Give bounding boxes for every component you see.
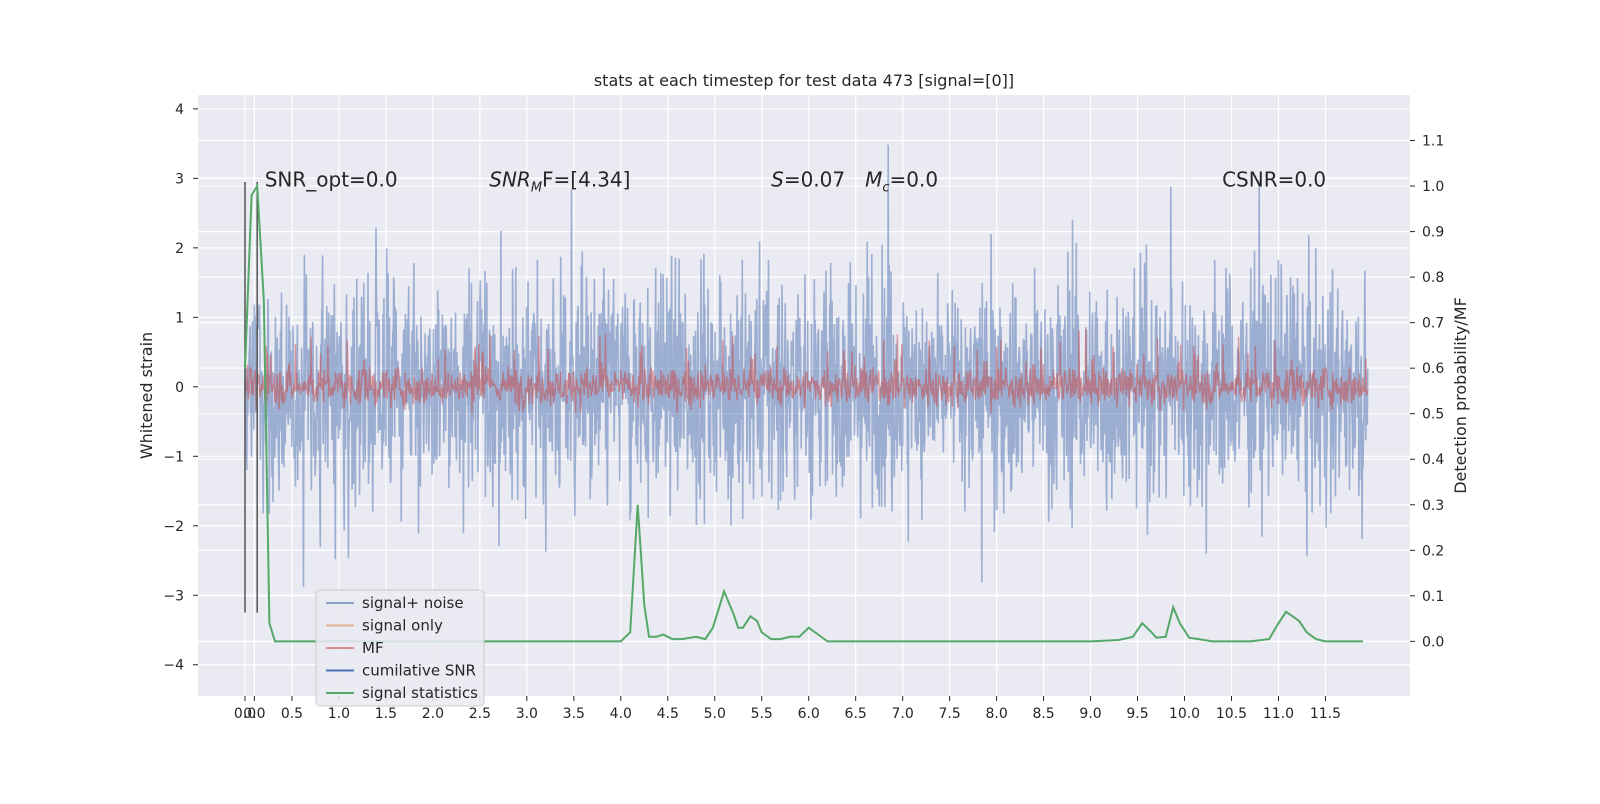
x-tick-label: 2.5 bbox=[469, 706, 491, 722]
y-tick-label: −4 bbox=[163, 658, 184, 674]
y-tick-label: 4 bbox=[175, 102, 184, 118]
legend-label: signal+ noise bbox=[362, 594, 464, 612]
annotation-mc-value: =0.0 bbox=[889, 168, 938, 192]
x-tick-label: 9.0 bbox=[1079, 706, 1101, 722]
x-tick-label: 1.0 bbox=[328, 706, 350, 722]
y2-tick-label: 0.9 bbox=[1422, 225, 1444, 241]
x-tick-label: 0.5 bbox=[281, 706, 303, 722]
annotation-s-value: =0.07 bbox=[784, 168, 845, 192]
x-tick-label: 7.5 bbox=[938, 706, 960, 722]
y2-tick-label: 0.3 bbox=[1422, 498, 1444, 514]
y2-tick-label: 0.8 bbox=[1422, 270, 1444, 286]
y2-tick-label: 0.2 bbox=[1422, 543, 1444, 559]
legend-label: cumilative SNR bbox=[362, 662, 476, 680]
y2-axis-label: Detection probability/MF bbox=[1451, 297, 1470, 494]
legend-label: signal only bbox=[362, 617, 443, 635]
x-tick-label: 3.5 bbox=[563, 706, 585, 722]
x-tick-label: 11.0 bbox=[1263, 706, 1294, 722]
x-tick-label: 0.0 bbox=[243, 706, 265, 722]
legend-label: signal statistics bbox=[362, 684, 478, 702]
y2-tick-label: 0.7 bbox=[1422, 316, 1444, 332]
axes-layer: 0.00.0 0.5 1.0 1.5 2.0 2.5 3.0 3.5 4.0 4.5 5.0 5.5 6… bbox=[163, 102, 1444, 722]
y-tick-label: 0 bbox=[175, 380, 184, 396]
x-tick-label: 4.5 bbox=[657, 706, 679, 722]
x-tick-label: 8.5 bbox=[1032, 706, 1054, 722]
annotation-snr-mf: SNRMF=[4.34] bbox=[489, 168, 630, 196]
y-tick-label: 1 bbox=[175, 310, 184, 326]
y2-tick-label: 0.1 bbox=[1422, 589, 1444, 605]
x-tick-label: 10.0 bbox=[1169, 706, 1200, 722]
y2-tick-label: 0.4 bbox=[1422, 452, 1444, 468]
annotation-snr-mf-suffix: F=[4.34] bbox=[542, 168, 630, 192]
x-tick-label: 0.0 bbox=[234, 706, 256, 722]
annotation-snr-opt: SNR_opt=0.0 bbox=[265, 168, 398, 192]
x-tick-label: 2.0 bbox=[422, 706, 444, 722]
y-tick-label: −1 bbox=[163, 449, 184, 465]
annotation-snr-mf-prefix: SNR bbox=[489, 168, 531, 192]
legend-box bbox=[315, 589, 485, 707]
y2-tick-label: 1.0 bbox=[1422, 179, 1444, 195]
x-tick-label: 6.0 bbox=[798, 706, 820, 722]
x-tick-label: 4.0 bbox=[610, 706, 632, 722]
y-tick-label: 3 bbox=[175, 171, 184, 187]
x-tick-label: 9.5 bbox=[1126, 706, 1148, 722]
series-layer bbox=[244, 144, 1369, 643]
annotation-mc-sub: c bbox=[882, 181, 889, 196]
y-tick-label: 2 bbox=[175, 241, 184, 257]
x-tick-label: 3.0 bbox=[516, 706, 538, 722]
chart-title: stats at each timestep for test data 473… bbox=[594, 71, 1014, 90]
x-tick-label: 5.0 bbox=[704, 706, 726, 722]
annotation-csnr: CSNR=0.0 bbox=[1222, 168, 1326, 192]
x-tick-label: 6.5 bbox=[845, 706, 867, 722]
annotation-mc: Mc=0.0 bbox=[865, 168, 938, 196]
annotation-s: S=0.07 bbox=[771, 168, 845, 192]
x-tick-label: 7.0 bbox=[892, 706, 914, 722]
chart-legend: signal+ noise signal only MF cumilative SNR… bbox=[315, 589, 485, 707]
x-tick-label: 5.5 bbox=[751, 706, 773, 722]
y2-tick-label: 0.5 bbox=[1422, 407, 1444, 423]
series-signal-statistics-line bbox=[244, 182, 1363, 643]
y2-tick-label: 0.0 bbox=[1422, 634, 1444, 650]
x-tick-label: 1.5 bbox=[375, 706, 397, 722]
x-tick-label: 8.0 bbox=[985, 706, 1007, 722]
x-tick-label: 10.5 bbox=[1216, 706, 1247, 722]
y2-tick-label: 1.1 bbox=[1422, 134, 1444, 150]
y-tick-label: −3 bbox=[163, 588, 184, 604]
series-mf-line bbox=[244, 327, 1369, 414]
y2-tick-label: 0.6 bbox=[1422, 361, 1444, 377]
series-signal-noise-line bbox=[244, 144, 1369, 588]
y-axis-label: Whitened strain bbox=[137, 332, 156, 459]
x-tick-label: 11.5 bbox=[1310, 706, 1341, 722]
annotation-snr-mf-sub: M bbox=[531, 181, 542, 196]
y-tick-label: −2 bbox=[163, 519, 184, 535]
legend-label: MF bbox=[362, 639, 384, 657]
